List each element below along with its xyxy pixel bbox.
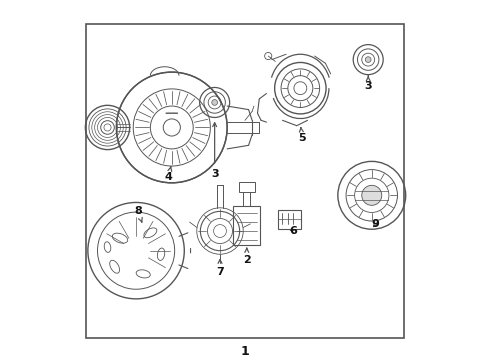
Text: 1: 1 <box>241 345 249 358</box>
Text: 6: 6 <box>289 226 297 236</box>
Circle shape <box>362 185 382 205</box>
Text: 8: 8 <box>134 206 142 222</box>
Text: 2: 2 <box>243 248 251 265</box>
Bar <box>86 24 404 338</box>
Circle shape <box>212 100 218 105</box>
Bar <box>278 210 301 229</box>
Bar <box>239 182 255 192</box>
Circle shape <box>366 57 371 63</box>
Text: 7: 7 <box>216 260 224 277</box>
Text: 5: 5 <box>298 127 306 143</box>
Text: 3: 3 <box>365 76 372 91</box>
Text: 4: 4 <box>164 167 172 183</box>
Text: 3: 3 <box>211 123 219 179</box>
Bar <box>233 206 260 245</box>
Text: 9: 9 <box>371 219 379 229</box>
